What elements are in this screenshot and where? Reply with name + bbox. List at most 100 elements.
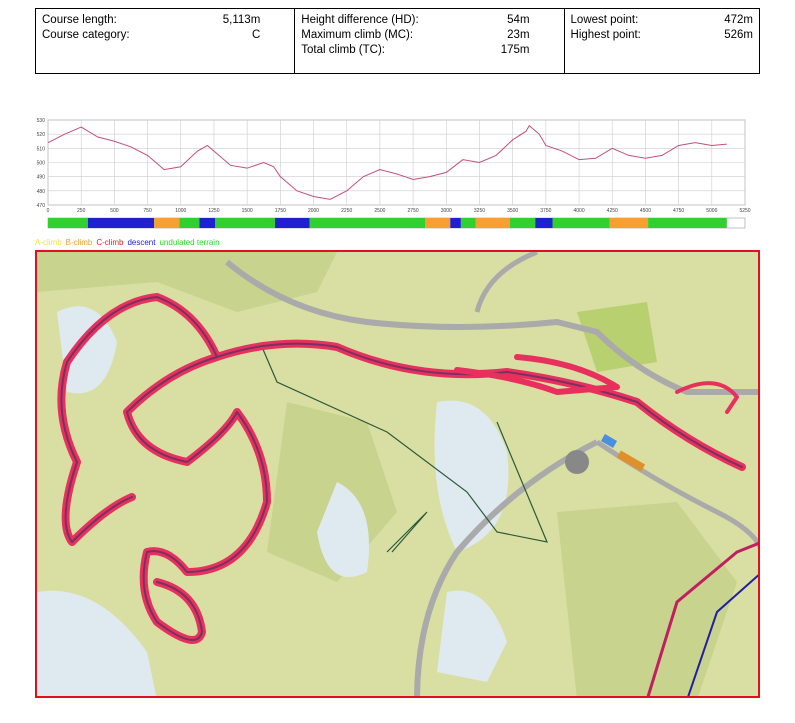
- road: [225, 259, 758, 395]
- terrain-segment: [510, 218, 536, 228]
- x-tick-label: 4250: [607, 208, 618, 214]
- stats-row: Height difference (HD): 54m: [301, 13, 557, 28]
- stats-cell: Course length: 5,113m Course category: C: [36, 9, 296, 73]
- trail: [687, 574, 758, 696]
- terrain-segment: [87, 218, 155, 228]
- y-tick-label: 490: [37, 175, 46, 181]
- stat-value: 526m: [724, 29, 753, 41]
- open-land: [317, 482, 369, 577]
- x-tick-label: 1250: [208, 208, 219, 214]
- stat-label: Highest point:: [570, 29, 641, 41]
- trail: [646, 541, 758, 696]
- x-tick-label: 3000: [441, 208, 452, 214]
- terrain-legend: A-climb B-climb C-climb descent undulated te…: [35, 238, 224, 247]
- terrain-segment: [48, 218, 88, 228]
- elevation-line: [47, 124, 727, 200]
- open-land: [57, 306, 117, 394]
- x-tick-label: 1750: [275, 208, 286, 214]
- stat-value: C: [251, 29, 261, 41]
- trail: [261, 346, 548, 543]
- stat-label: Lowest point:: [570, 14, 639, 26]
- y-tick-label: 520: [37, 132, 46, 138]
- y-tick-label: 530: [37, 118, 46, 124]
- terrain-segment: [552, 218, 610, 228]
- terrain-segment: [275, 218, 310, 228]
- x-tick-label: 250: [77, 208, 86, 214]
- stat-value: 175m: [500, 44, 530, 56]
- x-tick-label: 2000: [308, 208, 319, 214]
- terrain-segment: [648, 218, 727, 228]
- stats-row: Course length: 5,113m: [42, 13, 288, 28]
- forest-patch: [557, 502, 737, 696]
- stat-label: Course length:: [42, 14, 117, 26]
- terrain-segment: [460, 218, 476, 228]
- course-line: [675, 381, 739, 414]
- trail: [386, 511, 428, 553]
- building: [600, 434, 618, 448]
- x-tick-label: 2750: [408, 208, 419, 214]
- x-tick-label: 4750: [673, 208, 684, 214]
- terrain-segment: [535, 218, 553, 228]
- x-tick-label: 4000: [573, 208, 584, 214]
- stats-row: Lowest point: 472m: [571, 13, 753, 28]
- open-land: [37, 590, 157, 696]
- terrain-segment: [215, 218, 276, 228]
- stat-value: 23m: [507, 29, 530, 41]
- forest-patch: [37, 252, 337, 312]
- legend-entry: A-climb: [35, 238, 62, 247]
- stats-cell: Height difference (HD): 54m Maximum climb …: [295, 9, 565, 73]
- y-tick-label: 480: [37, 189, 46, 195]
- stats-row: Course category: C: [42, 28, 288, 43]
- x-tick-label: 3500: [507, 208, 518, 214]
- x-tick-label: 750: [143, 208, 152, 214]
- x-tick-label: 2500: [374, 208, 385, 214]
- terrain-segment: [179, 218, 200, 228]
- y-tick-label: 500: [37, 161, 46, 167]
- legend-entry: C-climb: [96, 238, 124, 247]
- terrain-segment: [609, 218, 649, 228]
- building: [616, 450, 646, 472]
- stat-label: Height difference (HD):: [301, 14, 419, 26]
- x-tick-label: 3250: [474, 208, 485, 214]
- open-land: [437, 590, 507, 682]
- terrain-segment: [450, 218, 461, 228]
- building: [565, 450, 589, 474]
- y-tick-label: 470: [37, 203, 46, 209]
- stat-value: 472m: [724, 14, 753, 26]
- x-tick-label: 4500: [640, 208, 651, 214]
- stat-label: Total climb (TC):: [301, 44, 385, 56]
- stat-label: Course category:: [42, 29, 130, 41]
- x-tick-label: 3750: [540, 208, 551, 214]
- stats-row: Highest point: 526m: [571, 28, 753, 43]
- road: [474, 252, 538, 313]
- x-tick-label: 1000: [175, 208, 186, 214]
- x-tick-label: 2250: [341, 208, 352, 214]
- x-tick-label: 5250: [739, 208, 750, 214]
- x-tick-label: 5000: [706, 208, 717, 214]
- course-map: [35, 250, 760, 698]
- y-tick-label: 510: [37, 146, 46, 152]
- road: [414, 439, 599, 696]
- legend-entry: undulated terrain: [159, 238, 220, 247]
- elevation-chart: 470 480 490 500 510 520 530 0 250 500 750 1000 1250 1…: [37, 118, 751, 229]
- x-tick-label: 0: [47, 208, 50, 214]
- course: [57, 293, 746, 644]
- terrain-segment: [309, 218, 426, 228]
- stats-row: Total climb (TC): 175m: [301, 43, 557, 58]
- course-line: [454, 354, 620, 395]
- x-tick-label: 1500: [242, 208, 253, 214]
- stats-cell: Lowest point: 472m Highest point: 526m: [565, 9, 759, 73]
- terrain-segment: [154, 218, 180, 228]
- stats-row: Maximum climb (MC): 23m: [301, 28, 557, 43]
- terrain-segment: [199, 218, 216, 228]
- x-tick-label: 500: [110, 208, 119, 214]
- legend-entry: descent: [127, 238, 156, 247]
- stat-value: 5,113m: [222, 14, 261, 26]
- terrain-segment: [475, 218, 511, 228]
- stats-table: Course length: 5,113m Course category: C Hei…: [35, 8, 760, 74]
- stat-label: Maximum climb (MC):: [301, 29, 414, 41]
- legend-entry: B-climb: [65, 238, 93, 247]
- terrain-segment: [425, 218, 451, 228]
- stat-value: 54m: [507, 14, 530, 26]
